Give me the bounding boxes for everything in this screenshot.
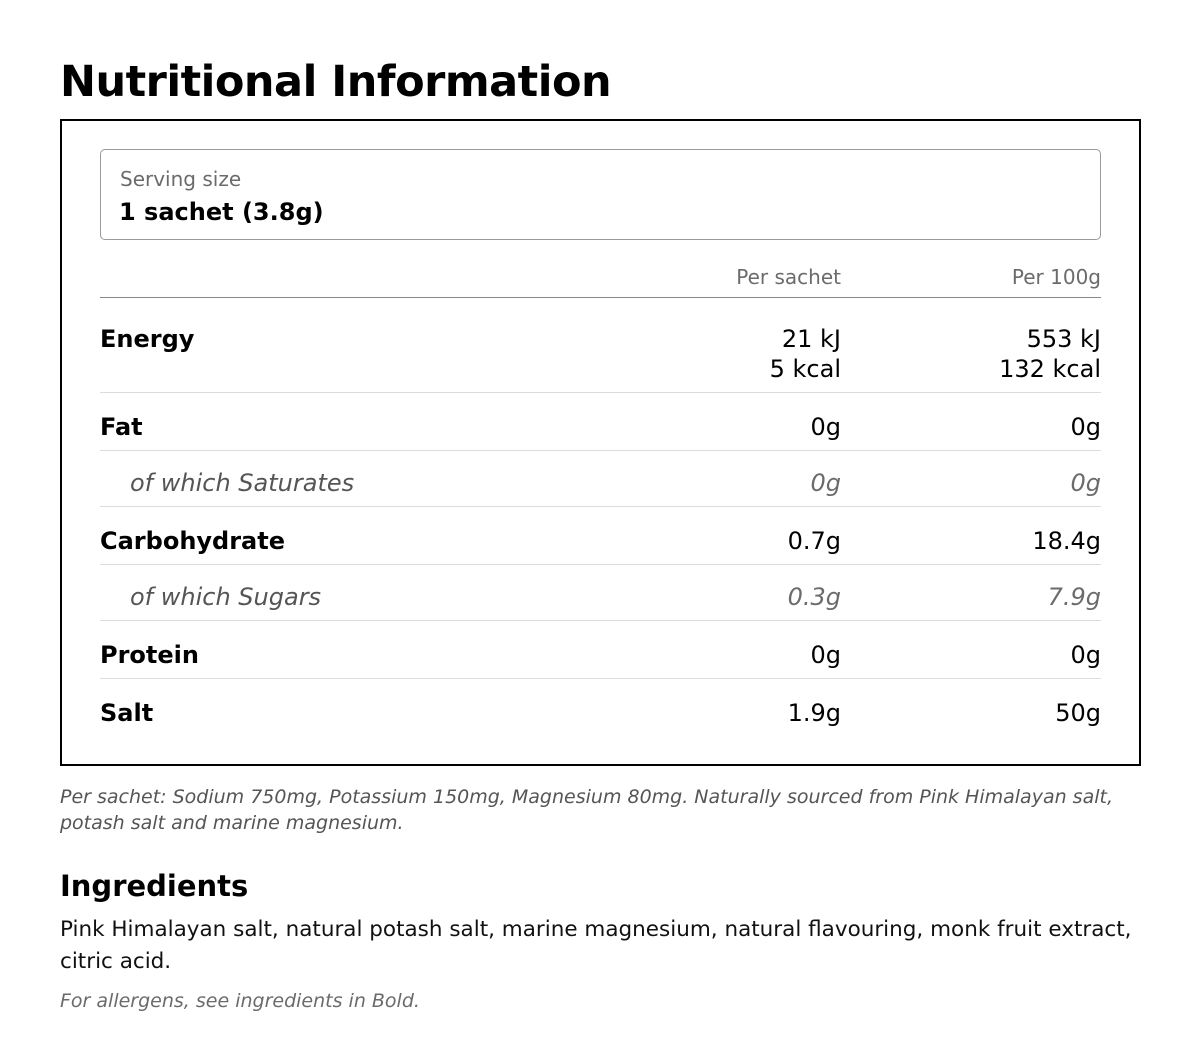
nutrient-name: of which Saturates xyxy=(130,469,355,497)
ingredients-list: Pink Himalayan salt, natural potash salt… xyxy=(60,917,1132,974)
column-header-per-sachet: Per sachet xyxy=(736,265,841,289)
table-row-salt: Salt 1.9g 50g xyxy=(100,678,1101,736)
serving-size-label: Serving size xyxy=(120,167,242,191)
header-divider xyxy=(100,297,1101,298)
per-sachet-value: 0.7g xyxy=(787,527,841,555)
table-row-sugars: of which Sugars 0.3g 7.9g xyxy=(100,564,1101,621)
table-row-protein: Protein 0g 0g xyxy=(100,620,1101,679)
per-100g-value: 0g xyxy=(1070,469,1101,497)
table-row-energy: Energy 21 kJ 5 kcal 553 kJ 132 kcal xyxy=(100,322,1101,393)
ingredients-heading: Ingredients xyxy=(60,869,249,903)
nutrient-name: of which Sugars xyxy=(130,583,322,611)
page-title: Nutritional Information xyxy=(60,57,612,107)
mineral-note: Per sachet: Sodium 750mg, Potassium 150m… xyxy=(60,786,1113,834)
table-row-carbohydrate: Carbohydrate 0.7g 18.4g xyxy=(100,506,1101,565)
serving-size-box: Serving size 1 sachet (3.8g) xyxy=(100,149,1101,240)
per-100g-value: 50g xyxy=(1055,699,1101,727)
nutrient-name: Salt xyxy=(100,699,154,727)
per-sachet-value: 21 kJ xyxy=(781,325,841,353)
table-row-fat: Fat 0g 0g xyxy=(100,392,1101,451)
nutrient-name: Energy xyxy=(100,325,195,353)
per-100g-value: 7.9g xyxy=(1047,583,1101,611)
per-sachet-value: 0g xyxy=(810,469,841,497)
per-sachet-value: 1.9g xyxy=(787,699,841,727)
nutrient-name: Fat xyxy=(100,413,143,441)
nutrition-table-panel: Serving size 1 sachet (3.8g) Per sachet … xyxy=(60,119,1141,766)
table-row-saturates: of which Saturates 0g 0g xyxy=(100,450,1101,507)
serving-size-value: 1 sachet (3.8g) xyxy=(119,198,324,226)
per-100g-value: 0g xyxy=(1070,413,1101,441)
per-sachet-value: 0.3g xyxy=(787,583,841,611)
per-sachet-value: 0g xyxy=(810,641,841,669)
nutrient-name: Protein xyxy=(100,641,199,669)
per-sachet-value: 5 kcal xyxy=(769,355,841,383)
nutrient-name: Carbohydrate xyxy=(100,527,286,555)
allergen-note: For allergens, see ingredients in Bold. xyxy=(60,990,420,1012)
column-header-per-100g: Per 100g xyxy=(1011,265,1101,289)
per-100g-value: 132 kcal xyxy=(999,355,1101,383)
per-100g-value: 553 kJ xyxy=(1026,325,1101,353)
per-100g-value: 0g xyxy=(1070,641,1101,669)
per-100g-value: 18.4g xyxy=(1032,527,1101,555)
per-sachet-value: 0g xyxy=(810,413,841,441)
